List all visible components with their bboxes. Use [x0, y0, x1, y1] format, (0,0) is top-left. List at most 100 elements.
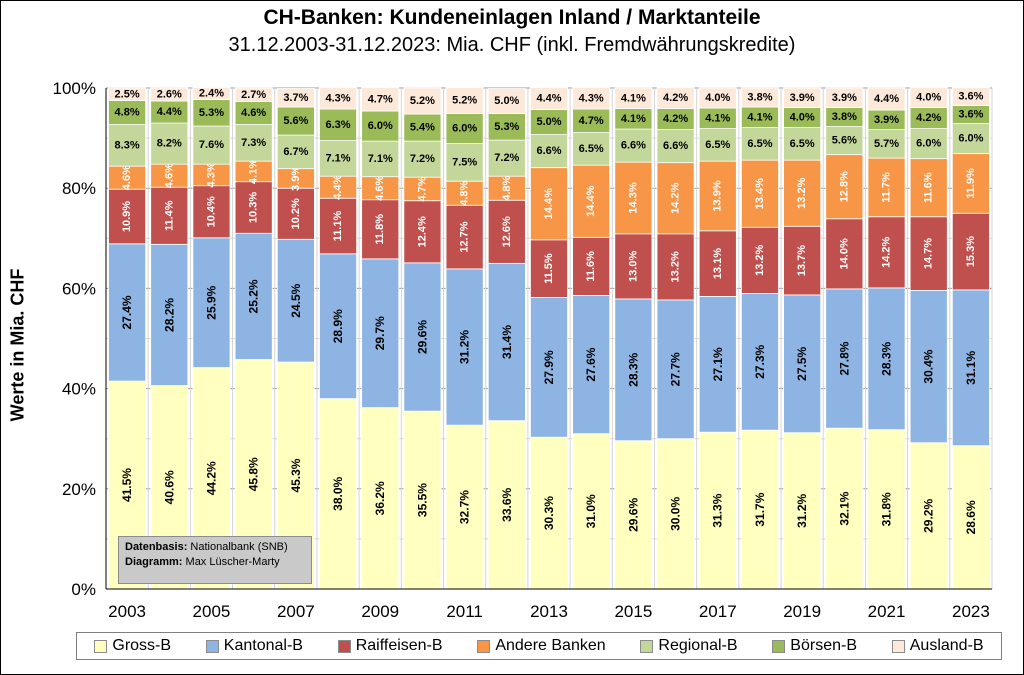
- data-label: 11.6%: [923, 172, 935, 203]
- bar-segment: [319, 197, 358, 255]
- data-label: 6.5%: [747, 138, 772, 150]
- data-label: 24.5%: [289, 283, 303, 317]
- x-tick-label: 2011: [446, 602, 483, 621]
- data-label: 27.3%: [753, 344, 767, 378]
- bar-segment: [698, 230, 737, 297]
- bar-segment: [530, 167, 568, 241]
- data-label: 5.0%: [536, 116, 561, 128]
- data-label: 27.8%: [837, 341, 851, 375]
- data-label: 2.6%: [157, 89, 182, 101]
- data-label: 40.6%: [162, 470, 176, 504]
- data-label: 4.0%: [790, 112, 815, 124]
- data-label: 14.4%: [585, 185, 597, 216]
- bar-segment: [825, 427, 864, 590]
- data-label: 27.5%: [795, 346, 809, 380]
- data-label: 4.1%: [621, 113, 646, 125]
- legend-label: Kantonal-B: [223, 637, 303, 654]
- bar-segment: [951, 445, 990, 590]
- data-label: 29.7%: [373, 316, 387, 350]
- bar-segment: [740, 429, 779, 590]
- bar-segment: [867, 287, 906, 431]
- data-label: 7.2%: [410, 153, 435, 165]
- data-label: 30.4%: [922, 349, 936, 383]
- data-label: 6.0%: [916, 138, 941, 150]
- bar-segment: [192, 99, 231, 127]
- data-label: 13.1%: [712, 248, 724, 279]
- data-label: 4.6%: [241, 107, 266, 119]
- bar-segment: [445, 268, 484, 426]
- data-label: 31.7%: [753, 492, 767, 526]
- data-label: 6.0%: [958, 133, 983, 145]
- data-label: 27.1%: [711, 347, 725, 381]
- bar-segment: [445, 204, 484, 270]
- bar-segment: [403, 262, 442, 412]
- data-label: 4.2%: [663, 113, 688, 125]
- data-label: 4.8%: [115, 107, 140, 119]
- data-label: 25.2%: [247, 279, 261, 313]
- bar-segment: [698, 160, 737, 232]
- bar-segment: [783, 159, 822, 227]
- data-label: 25.9%: [204, 285, 218, 319]
- bar-segment: [192, 87, 231, 100]
- data-label: 4.1%: [747, 111, 772, 123]
- bar-segment: [530, 297, 568, 438]
- bar-segment: [403, 87, 442, 115]
- legend-swatch: [477, 639, 491, 653]
- data-label: 28.3%: [626, 352, 640, 386]
- data-label: 5.6%: [283, 115, 308, 127]
- legend-swatch: [891, 639, 905, 653]
- data-label: 6.6%: [536, 145, 561, 157]
- bar-segment: [487, 175, 526, 201]
- bar-segment: [487, 199, 526, 264]
- data-label: 8.3%: [115, 139, 140, 151]
- x-tick-label: 2019: [783, 602, 821, 621]
- source-note: Datenbasis: Nationalbank (SNB) Diagramm:…: [118, 536, 312, 584]
- data-label: 3.9%: [290, 166, 302, 191]
- bar-segment: [698, 87, 737, 109]
- bar-segment: [150, 87, 189, 102]
- bar-segment: [361, 140, 400, 178]
- data-label: 32.1%: [837, 491, 851, 525]
- bar-segment: [445, 113, 484, 145]
- bar-segment: [867, 157, 906, 218]
- legend-item: Gross-B: [94, 637, 171, 655]
- y-tick-label: 20%: [62, 480, 96, 499]
- data-label: 10.9%: [121, 201, 133, 232]
- data-label: 45.8%: [247, 457, 261, 491]
- bar-segment: [909, 290, 948, 444]
- data-label: 28.3%: [880, 341, 894, 375]
- data-label: 11.1%: [332, 211, 344, 242]
- data-label: 14.3%: [627, 182, 639, 213]
- bar-segment: [487, 139, 526, 177]
- legend-swatch: [94, 639, 108, 653]
- data-label: 41.5%: [120, 468, 134, 502]
- data-label: 29.6%: [415, 320, 429, 354]
- data-label: 4.4%: [874, 93, 899, 105]
- bar-segment: [698, 296, 737, 433]
- bar-segment: [825, 154, 864, 220]
- data-label: 4.7%: [416, 176, 428, 201]
- x-tick-label: 2003: [108, 602, 146, 621]
- data-label: 4.2%: [663, 92, 688, 104]
- data-label: 4.0%: [705, 92, 730, 104]
- data-label: 7.6%: [199, 139, 224, 151]
- bar-segment: [361, 199, 400, 260]
- y-tick-label: 80%: [62, 179, 96, 198]
- bar-segment: [445, 180, 484, 206]
- y-tick-label: 60%: [62, 279, 96, 298]
- data-label: 5.6%: [832, 135, 857, 147]
- data-label: 3.8%: [832, 111, 857, 123]
- data-label: 4.4%: [536, 93, 561, 105]
- data-label: 6.0%: [452, 123, 477, 135]
- legend-swatch: [205, 639, 219, 653]
- data-label: 4.6%: [121, 165, 133, 190]
- bar-segment: [656, 129, 695, 164]
- diagram-value: Max Lüscher-Marty: [185, 556, 280, 568]
- data-label: 4.7%: [368, 93, 393, 105]
- data-label: 12.8%: [838, 171, 850, 202]
- data-label: 7.1%: [368, 153, 393, 165]
- bar-segment: [150, 243, 189, 386]
- bar-segment: [825, 126, 864, 156]
- bar-segment: [276, 238, 315, 363]
- data-label: 4.3%: [326, 92, 351, 104]
